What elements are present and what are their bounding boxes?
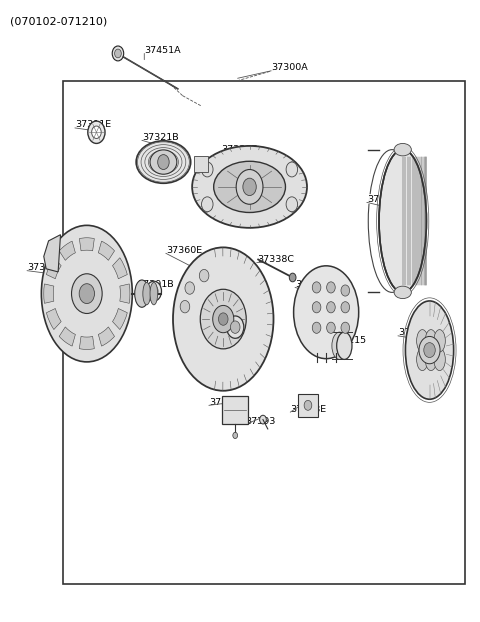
Circle shape	[341, 302, 349, 313]
Ellipse shape	[143, 282, 151, 305]
Wedge shape	[79, 337, 95, 350]
Bar	[193, 156, 208, 172]
Circle shape	[199, 269, 209, 282]
Ellipse shape	[173, 248, 274, 391]
Circle shape	[341, 322, 349, 333]
Ellipse shape	[417, 330, 428, 352]
Ellipse shape	[294, 266, 359, 359]
Text: 37300A: 37300A	[271, 63, 308, 72]
Circle shape	[72, 274, 102, 313]
Wedge shape	[44, 284, 54, 304]
Text: (070102-071210): (070102-071210)	[10, 16, 108, 26]
Bar	[299, 394, 318, 417]
Circle shape	[202, 197, 213, 211]
Circle shape	[304, 401, 312, 411]
Circle shape	[112, 46, 124, 61]
Bar	[63, 81, 465, 584]
Wedge shape	[59, 241, 75, 261]
Ellipse shape	[41, 225, 132, 362]
Circle shape	[150, 285, 158, 297]
Text: 37370B: 37370B	[209, 397, 245, 407]
Circle shape	[326, 282, 335, 293]
Ellipse shape	[379, 150, 426, 292]
Ellipse shape	[336, 332, 352, 360]
Circle shape	[326, 322, 335, 333]
Circle shape	[424, 343, 435, 358]
Wedge shape	[98, 327, 115, 346]
Circle shape	[312, 302, 321, 313]
Ellipse shape	[136, 141, 191, 183]
Circle shape	[236, 170, 263, 204]
Circle shape	[289, 273, 296, 282]
Ellipse shape	[192, 146, 307, 228]
Ellipse shape	[150, 150, 177, 174]
Ellipse shape	[434, 348, 445, 371]
Ellipse shape	[214, 161, 286, 213]
Circle shape	[312, 322, 321, 333]
Ellipse shape	[425, 330, 437, 352]
Text: 35115: 35115	[336, 337, 366, 345]
Circle shape	[326, 302, 335, 313]
Circle shape	[79, 284, 95, 304]
Text: 37390B: 37390B	[398, 328, 434, 337]
Circle shape	[312, 282, 321, 293]
Ellipse shape	[406, 301, 454, 399]
Wedge shape	[112, 309, 127, 330]
Ellipse shape	[434, 330, 445, 352]
Circle shape	[88, 121, 105, 144]
Ellipse shape	[394, 286, 411, 299]
Text: 37368E: 37368E	[290, 404, 326, 414]
Text: 37350B: 37350B	[367, 195, 404, 204]
Text: 37340E: 37340E	[27, 263, 63, 272]
Circle shape	[341, 285, 349, 296]
Text: 37391B: 37391B	[137, 281, 174, 289]
Wedge shape	[79, 238, 95, 251]
Circle shape	[243, 178, 256, 195]
Ellipse shape	[425, 348, 437, 371]
Circle shape	[202, 162, 213, 177]
Wedge shape	[98, 241, 115, 261]
Circle shape	[419, 337, 440, 364]
Circle shape	[260, 415, 266, 424]
Text: 37321B: 37321B	[142, 132, 179, 142]
Circle shape	[286, 197, 298, 211]
Wedge shape	[120, 284, 130, 304]
Circle shape	[233, 432, 238, 439]
Circle shape	[200, 289, 246, 349]
Text: 37367B: 37367B	[295, 280, 332, 289]
Ellipse shape	[150, 282, 157, 305]
Text: 37360E: 37360E	[166, 246, 202, 254]
Circle shape	[227, 316, 244, 338]
Circle shape	[213, 305, 234, 333]
Circle shape	[230, 321, 240, 333]
Circle shape	[115, 49, 121, 58]
Text: 37338C: 37338C	[257, 255, 294, 264]
Wedge shape	[59, 327, 75, 346]
Text: 37311E: 37311E	[75, 120, 111, 129]
Circle shape	[218, 313, 228, 325]
Wedge shape	[112, 258, 127, 279]
Ellipse shape	[417, 348, 428, 371]
Text: 37451A: 37451A	[144, 46, 181, 55]
Wedge shape	[47, 258, 61, 279]
Text: 37330E: 37330E	[221, 145, 257, 154]
Ellipse shape	[135, 280, 149, 307]
Wedge shape	[47, 309, 61, 330]
Text: 37392C: 37392C	[221, 305, 258, 314]
Ellipse shape	[332, 332, 347, 360]
Circle shape	[146, 281, 161, 301]
Circle shape	[180, 300, 190, 313]
Circle shape	[157, 155, 169, 170]
Circle shape	[92, 126, 101, 139]
Bar	[222, 396, 248, 424]
Ellipse shape	[394, 144, 411, 156]
Polygon shape	[44, 234, 60, 272]
Circle shape	[185, 282, 194, 294]
Text: 37393: 37393	[245, 417, 275, 426]
Circle shape	[286, 162, 298, 177]
